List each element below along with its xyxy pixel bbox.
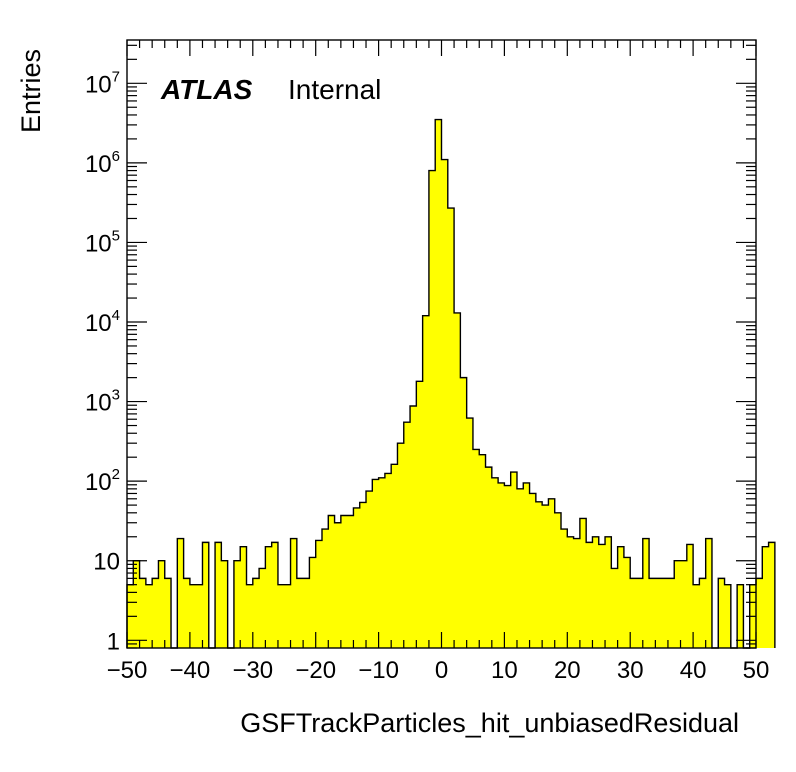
y-tick-label: 107 — [85, 68, 120, 98]
y-tick-label: 1 — [107, 628, 120, 655]
x-tick-label: −50 — [107, 657, 148, 684]
atlas-label: ATLAS — [160, 74, 253, 105]
y-tick-label: 102 — [85, 466, 120, 496]
atlas-status-label: Internal — [288, 74, 381, 105]
y-tick-label: 104 — [85, 307, 120, 337]
y-axis-title: Entries — [16, 49, 46, 133]
y-tick-label: 10 — [93, 549, 120, 576]
x-tick-label: −10 — [358, 657, 399, 684]
y-tick-label: 105 — [85, 227, 120, 257]
x-tick-label: 0 — [435, 657, 448, 684]
x-tick-label: 30 — [617, 657, 644, 684]
histogram-fill — [127, 119, 775, 648]
y-tick-label: 103 — [85, 387, 120, 417]
x-tick-label: −20 — [295, 657, 336, 684]
y-tick-label: 106 — [85, 148, 120, 178]
axis-ticks — [126, 40, 757, 649]
x-tick-label: −40 — [170, 657, 211, 684]
x-tick-label: 50 — [743, 657, 770, 684]
x-tick-label: 40 — [680, 657, 707, 684]
x-tick-label: 10 — [491, 657, 518, 684]
x-tick-label: 20 — [554, 657, 581, 684]
x-tick-label: −30 — [232, 657, 273, 684]
x-tick-labels: −50 −40 −30 −20 −10 0 10 20 30 40 50 — [107, 657, 770, 684]
x-axis-title: GSFTrackParticles_hit_unbiasedResidual — [240, 708, 739, 738]
y-tick-labels: 1 10 102 103 104 105 106 107 — [85, 68, 120, 655]
